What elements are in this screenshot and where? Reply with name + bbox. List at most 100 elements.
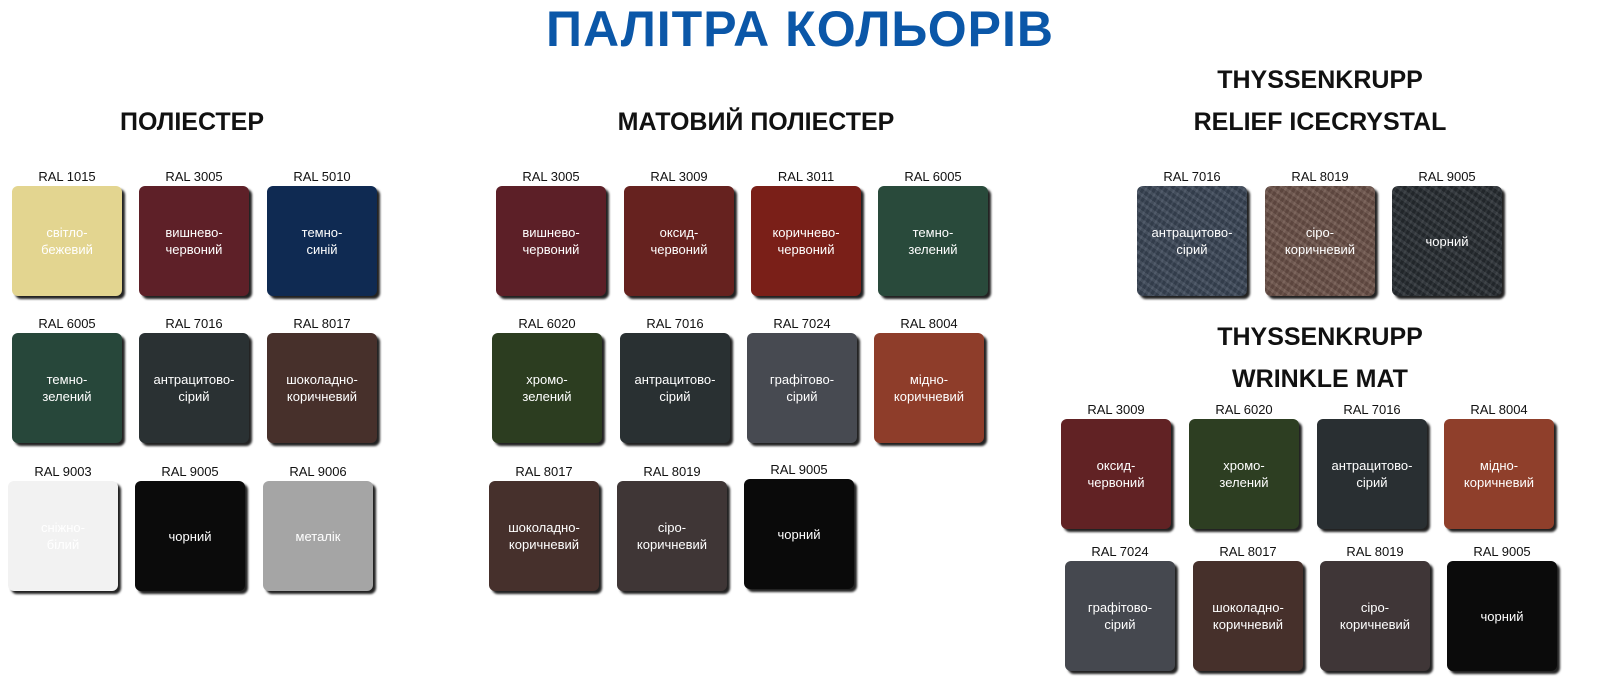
swatch-color-box: темно- зелений (12, 333, 122, 443)
swatch-color-box: світло- бежевий (12, 186, 122, 296)
color-swatch: RAL 3009 оксид- червоний (1061, 401, 1171, 529)
color-name: вишнево- червоний (165, 225, 223, 257)
ral-code: RAL 8004 (1470, 402, 1528, 417)
color-swatch: RAL 7016 антрацитово- сірий (620, 315, 730, 443)
color-name: хромо- зелений (1219, 458, 1269, 490)
color-swatch: RAL 8019 сіро- коричневий (1265, 168, 1375, 296)
section-heading-wrinkle-line2: WRINKLE MAT (1232, 365, 1408, 393)
page-title: ПАЛІТРА КОЛЬОРІВ (546, 1, 1054, 57)
color-swatch: RAL 8017 шоколадно- коричневий (489, 463, 599, 591)
ral-code: RAL 3011 (777, 169, 835, 184)
swatch-color-box: сіро- коричневий (1265, 186, 1375, 296)
color-name: графітово- сірий (1087, 600, 1153, 632)
swatch-color-box: антрацитово- сірий (1137, 186, 1247, 296)
swatch-color-box: чорний (744, 479, 854, 589)
ral-code: RAL 7024 (773, 316, 831, 331)
ral-code: RAL 7016 (1343, 402, 1401, 417)
color-name: мідно- коричневий (893, 372, 965, 404)
color-name: антрацитово- сірий (1331, 458, 1413, 490)
swatch-color-box: сіро- коричневий (617, 481, 727, 591)
color-name: сіро- коричневий (1339, 600, 1411, 632)
color-name: антрацитово- сірий (153, 372, 235, 404)
color-swatch: RAL 9005 чорний (1447, 543, 1557, 671)
ral-code: RAL 3005 (522, 169, 580, 184)
color-name: чорний (1425, 233, 1469, 249)
color-swatch: RAL 3009 оксид- червоний (624, 168, 734, 296)
color-name: коричнево- червоний (772, 225, 840, 257)
color-swatch: RAL 3011 коричнево- червоний (751, 168, 861, 296)
color-name: чорний (1480, 608, 1524, 624)
color-name: вишнево- червоний (522, 225, 580, 257)
color-swatch: RAL 5010 темно- синій (267, 168, 377, 296)
ral-code: RAL 9005 (161, 464, 219, 479)
color-swatch: RAL 8004 мідно- коричневий (874, 315, 984, 443)
color-swatch: RAL 6020 хромо- зелений (1189, 401, 1299, 529)
color-swatch: RAL 8019 сіро- коричневий (1320, 543, 1430, 671)
swatch-color-box: мідно- коричневий (874, 333, 984, 443)
ral-code: RAL 6005 (904, 169, 962, 184)
color-name: графітово- сірий (769, 372, 835, 404)
color-name: антрацитово- сірий (634, 372, 716, 404)
ral-code: RAL 7016 (1163, 169, 1221, 184)
swatch-color-box: графітово- сірий (747, 333, 857, 443)
color-name: темно- зелений (42, 372, 92, 404)
section-heading-relief-line2: RELIEF ICECRYSTAL (1193, 108, 1447, 136)
color-name: сіро- коричневий (1284, 225, 1356, 257)
swatch-color-box: вишнево- червоний (139, 186, 249, 296)
color-swatch: RAL 7016 антрацитово- сірий (1317, 401, 1427, 529)
section-heading-relief-line1: THYSSENKRUPP (1217, 66, 1423, 94)
color-swatch: RAL 9005 чорний (1392, 168, 1502, 296)
color-swatch: RAL 8017 шоколадно- коричневий (1193, 543, 1303, 671)
color-name: темно- зелений (908, 225, 958, 257)
swatch-color-box: металік (263, 481, 373, 591)
color-name: оксид- червоний (650, 225, 708, 257)
color-swatch: RAL 8019 сіро- коричневий (617, 463, 727, 591)
ral-code: RAL 1015 (38, 169, 96, 184)
color-swatch: RAL 7024 графітово- сірий (1065, 543, 1175, 671)
color-swatch: RAL 8017 шоколадно- коричневий (267, 315, 377, 443)
color-name: оксид- червоний (1087, 458, 1145, 490)
swatch-color-box: вишнево- червоний (496, 186, 606, 296)
swatch-color-box: антрацитово- сірий (1317, 419, 1427, 529)
section-heading-matte-polyester: МАТОВИЙ ПОЛІЕСТЕР (617, 108, 895, 136)
color-swatch: RAL 7024 графітово- сірий (747, 315, 857, 443)
color-name: шоколадно- коричневий (286, 372, 358, 404)
color-name: антрацитово- сірий (1151, 225, 1233, 257)
ral-code: RAL 9005 (1418, 169, 1476, 184)
color-swatch: RAL 9003 сніжно- білий (8, 463, 118, 591)
ral-code: RAL 6020 (1215, 402, 1273, 417)
swatch-color-box: шоколадно- коричневий (1193, 561, 1303, 671)
section-heading-polyester: ПОЛІЕСТЕР (119, 108, 264, 136)
ral-code: RAL 8019 (643, 464, 701, 479)
swatch-color-box: чорний (1447, 561, 1557, 671)
ral-code: RAL 8017 (293, 316, 351, 331)
color-swatch: RAL 9006 металік (263, 463, 373, 591)
ral-code: RAL 7024 (1091, 544, 1149, 559)
swatch-color-box: мідно- коричневий (1444, 419, 1554, 529)
ral-code: RAL 8004 (900, 316, 958, 331)
color-name: сніжно- білий (40, 520, 85, 552)
swatch-color-box: темно- зелений (878, 186, 988, 296)
swatch-color-box: сніжно- білий (8, 481, 118, 591)
ral-code: RAL 5010 (293, 169, 351, 184)
swatch-color-box: хромо- зелений (492, 333, 602, 443)
color-swatch: RAL 3005 вишнево- червоний (139, 168, 249, 296)
swatch-color-box: темно- синій (267, 186, 377, 296)
color-swatch: RAL 9005 чорний (744, 461, 854, 589)
color-name: сіро- коричневий (636, 520, 708, 552)
color-swatch: RAL 8004 мідно- коричневий (1444, 401, 1554, 529)
ral-code: RAL 9006 (289, 464, 347, 479)
color-swatch: RAL 7016 антрацитово- сірий (139, 315, 249, 443)
color-name: шоколадно- коричневий (508, 520, 580, 552)
color-swatch: RAL 6020 хромо- зелений (492, 315, 602, 443)
swatch-color-box: шоколадно- коричневий (267, 333, 377, 443)
ral-code: RAL 6020 (518, 316, 576, 331)
color-name: темно- синій (301, 225, 343, 257)
color-swatch: RAL 7016 антрацитово- сірий (1137, 168, 1247, 296)
ral-code: RAL 8019 (1291, 169, 1349, 184)
ral-code: RAL 7016 (646, 316, 704, 331)
color-swatch: RAL 6005 темно- зелений (878, 168, 988, 296)
color-name: чорний (168, 528, 212, 544)
ral-code: RAL 6005 (38, 316, 96, 331)
swatch-color-box: оксид- червоний (1061, 419, 1171, 529)
